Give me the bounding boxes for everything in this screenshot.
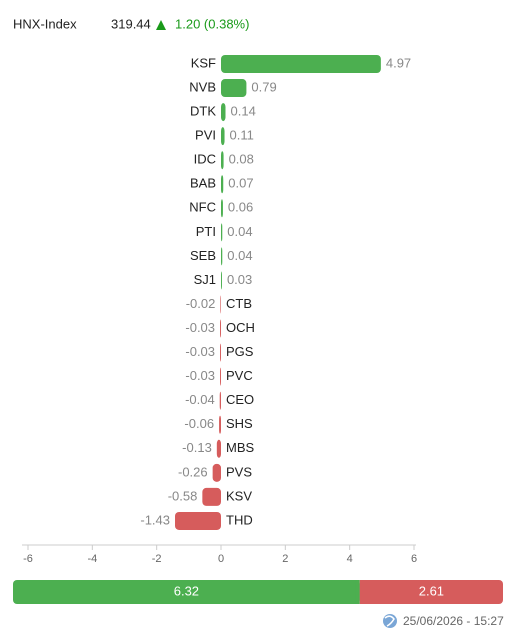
bar	[221, 175, 224, 194]
value-label: -0.13	[182, 440, 212, 455]
bar	[221, 223, 223, 242]
value-label: 4.97	[386, 55, 411, 70]
bar	[220, 367, 221, 386]
bar	[216, 439, 221, 458]
category-label: PVC	[226, 368, 253, 383]
up-arrow	[156, 20, 166, 30]
category-label: THD	[226, 512, 253, 527]
bar	[175, 511, 221, 530]
category-label: OCH	[226, 320, 255, 335]
bar	[221, 55, 381, 73]
value-label: 0.03	[227, 272, 252, 287]
bar	[221, 247, 223, 266]
summary-up-label: 6.32	[174, 583, 199, 598]
value-label: -1.43	[140, 512, 170, 527]
value-label: -0.03	[185, 344, 215, 359]
category-label: NFC	[189, 200, 216, 215]
summary-joint	[359, 580, 364, 604]
bar	[221, 271, 222, 290]
x-tick-label: 6	[411, 553, 417, 565]
category-label: KSV	[226, 488, 252, 503]
x-tick-label: -6	[23, 553, 33, 565]
value-label: 0.08	[229, 152, 254, 167]
category-label: SHS	[226, 416, 253, 431]
bar	[220, 295, 221, 314]
bar	[221, 199, 223, 218]
category-label: MBS	[226, 440, 255, 455]
bar	[221, 151, 224, 170]
category-label: DTK	[190, 104, 216, 119]
category-label: NVB	[189, 79, 216, 94]
value-label: -0.03	[185, 368, 215, 383]
bar	[202, 487, 221, 506]
category-label: BAB	[190, 176, 216, 191]
bar	[221, 127, 225, 146]
bar	[219, 415, 221, 434]
value-label: -0.03	[185, 320, 215, 335]
bar	[221, 103, 226, 122]
category-label: CTB	[226, 296, 252, 311]
summary-up-bar	[13, 580, 360, 604]
value-label: 0.04	[227, 248, 252, 263]
category-label: IDC	[194, 152, 216, 167]
x-tick-label: 2	[282, 553, 288, 565]
category-label: SJ1	[194, 272, 216, 287]
category-label: PVS	[226, 464, 252, 479]
summary-down-label: 2.61	[419, 583, 444, 598]
category-label: PGS	[226, 344, 254, 359]
value-label: -0.26	[178, 464, 208, 479]
value-label: -0.06	[184, 416, 214, 431]
category-label: KSF	[191, 55, 216, 70]
x-tick-label: 4	[347, 553, 353, 565]
bar	[212, 463, 221, 482]
summary-joint	[355, 580, 360, 604]
bar	[220, 319, 221, 338]
value-label: 0.11	[230, 128, 254, 143]
value-label: 0.06	[228, 200, 253, 215]
globe-detail	[384, 615, 395, 627]
value-label: -0.04	[185, 392, 215, 407]
index-name: HNX-Index	[13, 16, 77, 31]
bar	[221, 79, 247, 98]
x-tick-label: 0	[218, 553, 224, 565]
value-label: -0.02	[186, 296, 216, 311]
value-label: 0.07	[228, 176, 253, 191]
category-label: CEO	[226, 392, 254, 407]
category-label: PTI	[196, 224, 216, 239]
timestamp: 25/06/2026 - 15:27	[403, 614, 504, 628]
bar	[220, 343, 221, 362]
x-tick-label: -4	[87, 553, 97, 565]
category-label: SEB	[190, 248, 216, 263]
index-value: 319.44	[111, 16, 151, 31]
index-change: 1.20 (0.38%)	[175, 16, 249, 31]
x-tick-label: -2	[152, 553, 162, 565]
value-label: 0.14	[231, 104, 256, 119]
summary-down-bar	[359, 580, 503, 604]
value-label: -0.58	[168, 488, 198, 503]
value-label: 0.79	[251, 79, 276, 94]
value-label: 0.04	[227, 224, 252, 239]
bar	[219, 391, 221, 410]
category-label: PVI	[195, 128, 216, 143]
